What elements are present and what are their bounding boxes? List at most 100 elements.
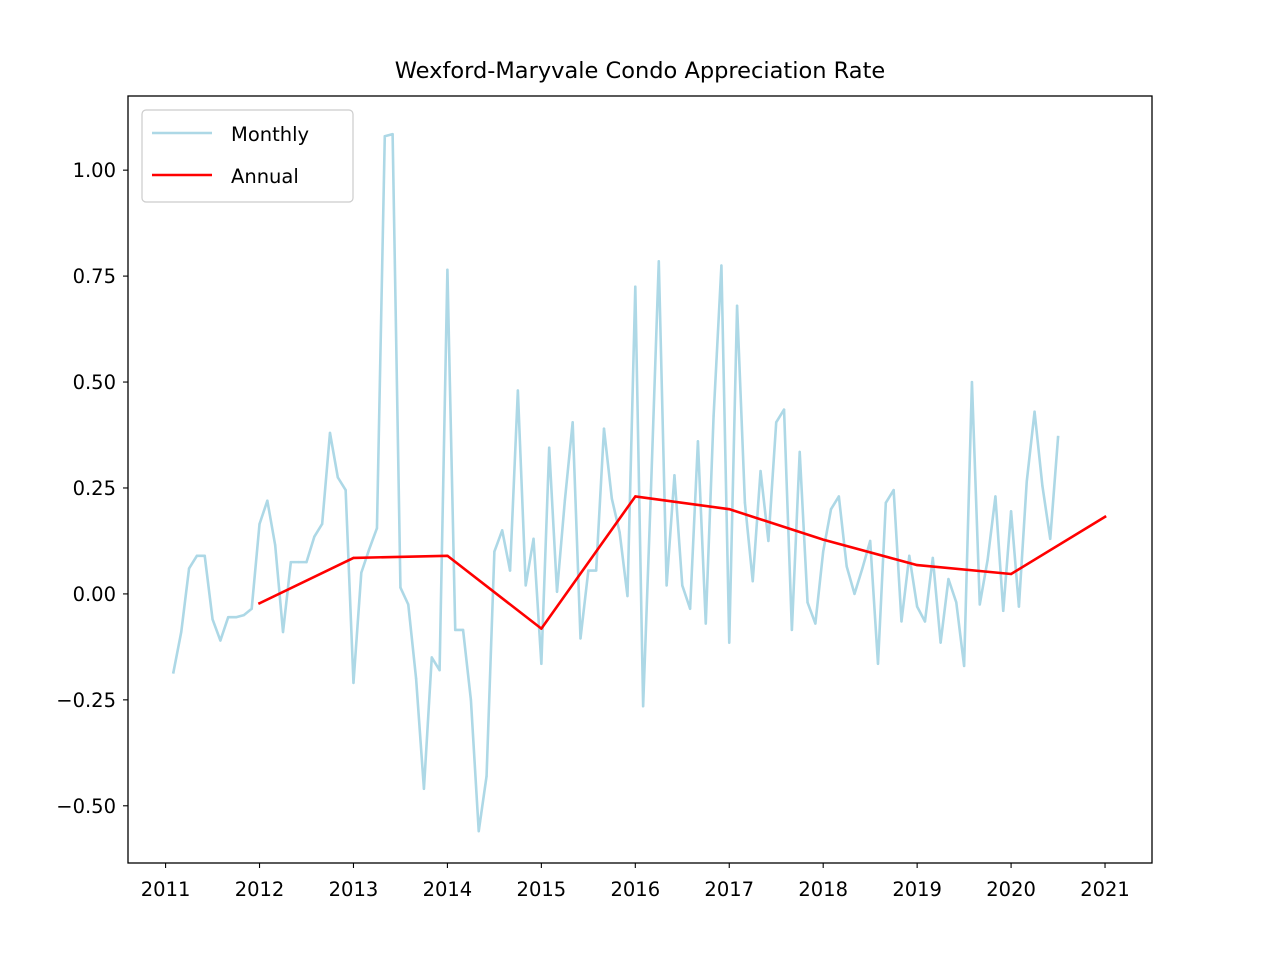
data-point-monthly (657, 260, 660, 263)
data-point-monthly (485, 774, 488, 778)
data-point-monthly (955, 601, 958, 604)
x-tick-label: 2012 (235, 878, 285, 901)
data-point-monthly (986, 558, 989, 562)
x-tick-label: 2015 (517, 878, 567, 901)
data-point-monthly (962, 664, 966, 668)
data-point-monthly (258, 522, 261, 526)
data-point-monthly (915, 605, 919, 608)
data-point-monthly (665, 584, 668, 587)
data-point-annual (728, 507, 731, 511)
legend-label-annual: Annual (231, 165, 299, 188)
data-point-monthly (281, 630, 285, 634)
data-point-monthly (571, 421, 574, 424)
data-point-monthly (367, 548, 371, 551)
data-point-monthly (336, 476, 340, 479)
data-point-monthly (477, 830, 480, 833)
data-point-monthly (861, 567, 864, 570)
x-tick-label: 2017 (704, 878, 754, 901)
data-point-monthly (493, 550, 496, 553)
data-point-monthly (775, 421, 778, 424)
data-point-monthly (328, 431, 332, 435)
x-tick-label: 2016 (610, 878, 660, 901)
data-point-monthly (634, 285, 637, 288)
data-point-monthly (704, 622, 707, 625)
data-point-monthly (696, 440, 700, 443)
data-point-annual (1103, 515, 1107, 518)
data-point-monthly (743, 501, 747, 505)
data-point-monthly (454, 628, 457, 632)
data-point-monthly (547, 446, 551, 449)
data-point-monthly (892, 488, 895, 492)
y-tick-label: 0.75 (73, 265, 116, 288)
x-tick-label: 2020 (986, 878, 1036, 901)
data-point-monthly (391, 132, 394, 136)
data-point-monthly (1041, 484, 1044, 488)
data-point-monthly (594, 569, 598, 572)
data-point-monthly (735, 304, 739, 307)
data-point-monthly (313, 535, 316, 538)
data-point-monthly (845, 565, 848, 568)
data-point-monthly (446, 268, 449, 271)
data-point-monthly (508, 569, 512, 572)
data-point-monthly (610, 497, 614, 500)
data-point-monthly (829, 507, 833, 511)
data-point-monthly (837, 495, 841, 498)
plot-area (171, 132, 1107, 833)
data-point-monthly (931, 556, 934, 560)
data-point-monthly (1017, 605, 1021, 608)
data-point-monthly (172, 671, 175, 674)
data-point-monthly (352, 681, 355, 685)
data-point-monthly (782, 408, 786, 411)
x-tick-label: 2011 (141, 878, 191, 901)
x-tick-label: 2018 (798, 878, 848, 901)
data-point-monthly (203, 554, 206, 557)
y-tick-label: 0.25 (73, 477, 116, 500)
data-point-monthly (579, 637, 582, 640)
data-point-monthly (649, 488, 653, 492)
data-point-monthly (673, 474, 676, 477)
data-point-monthly (884, 501, 888, 505)
data-point-monthly (532, 537, 535, 541)
y-tick-label: −0.50 (56, 795, 116, 818)
data-point-monthly (688, 607, 692, 610)
data-point-monthly (234, 616, 238, 619)
data-point-monthly (853, 592, 856, 596)
series-line-monthly (171, 132, 1060, 833)
data-point-monthly (1049, 537, 1052, 541)
data-point-monthly (289, 560, 293, 564)
y-tick-label: −0.25 (56, 689, 116, 712)
data-point-monthly (187, 567, 191, 570)
data-point-monthly (297, 560, 300, 564)
data-point-monthly (180, 630, 183, 634)
data-point-monthly (555, 590, 559, 593)
data-point-monthly (602, 427, 606, 430)
data-point-monthly (320, 522, 324, 526)
x-tick-label: 2013 (329, 878, 379, 901)
data-point-monthly (947, 577, 950, 581)
y-tick-label: 0.00 (73, 583, 116, 606)
data-point-monthly (273, 543, 277, 547)
data-point-annual (821, 538, 825, 541)
data-point-monthly (626, 594, 629, 598)
data-point-monthly (728, 641, 731, 644)
data-point-monthly (970, 380, 974, 384)
data-point-monthly (767, 539, 770, 543)
data-point-monthly (618, 531, 621, 534)
data-point-monthly (414, 677, 418, 680)
data-point-monthly (461, 628, 465, 632)
data-point-monthly (360, 571, 363, 574)
series-line-annual (257, 495, 1107, 630)
data-point-monthly (227, 616, 230, 619)
data-point-monthly (1033, 410, 1036, 413)
data-point-monthly (266, 499, 269, 502)
data-point-monthly (1056, 435, 1060, 439)
data-point-monthly (821, 550, 825, 553)
data-point-monthly (211, 618, 214, 621)
data-point-monthly (501, 529, 504, 532)
data-point-monthly (994, 495, 997, 498)
axes: 2011 2012 2013 2014 2015 2016 2017 2018 2019 2020… (56, 95, 1153, 901)
data-point-monthly (587, 569, 590, 572)
data-point-monthly (540, 662, 543, 666)
